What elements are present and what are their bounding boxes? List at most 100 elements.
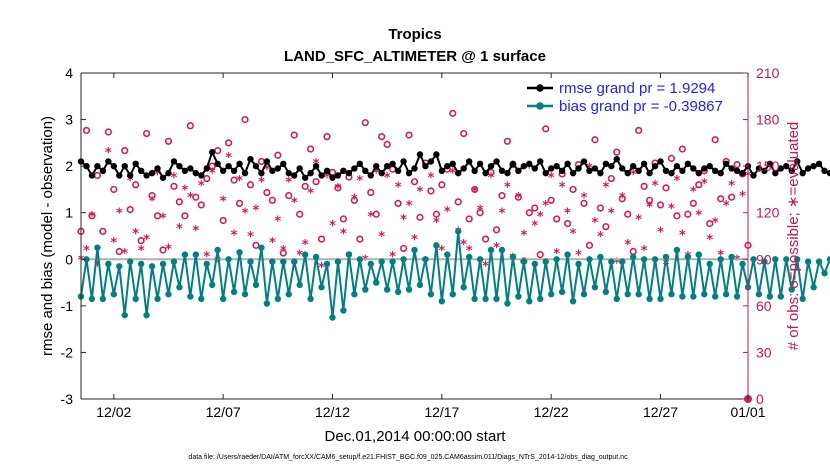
bias-point: [701, 291, 708, 298]
bias-point: [482, 295, 489, 303]
obs-evaluated-point: *: [171, 171, 178, 186]
rmse-point: [509, 160, 517, 168]
bias-point: [465, 253, 473, 261]
obs-possible-point: [317, 235, 326, 243]
obs-evaluated-point: *: [499, 207, 506, 222]
rmse-point: [640, 160, 648, 168]
obs-evaluated-point: *: [706, 233, 713, 248]
obs-possible-point: [531, 204, 539, 212]
bias-point: [176, 284, 183, 291]
bias-point: [154, 295, 161, 303]
bias-point: [411, 246, 418, 254]
bias-point: [619, 258, 626, 265]
bias-point: [684, 253, 692, 261]
rmse-point: [181, 167, 189, 174]
obs-possible-point: [356, 235, 364, 243]
rmse-point: [657, 158, 664, 165]
bias-point: [520, 258, 528, 265]
rmse-point: [733, 167, 741, 174]
rmse-point: [766, 160, 774, 168]
bias-point: [274, 295, 282, 303]
x-tick-label: 01/01: [730, 404, 765, 420]
obs-evaluated-point: *: [559, 180, 566, 195]
legend-rmse-marker: [536, 84, 544, 92]
obs-possible-point: [717, 195, 725, 203]
obs-possible-point: [607, 174, 615, 183]
rmse-point: [444, 162, 451, 170]
bias-point: [575, 260, 582, 268]
rmse-point: [558, 167, 566, 174]
obs-possible-point: [334, 184, 342, 192]
bias-point: [597, 253, 604, 261]
rmse-point: [591, 165, 599, 172]
obs-possible-point: [279, 249, 287, 257]
obs-possible-point: [301, 182, 309, 190]
obs-possible-point: [640, 182, 648, 190]
x-tick-label: 12/12: [315, 404, 350, 420]
right-y-tick-label: 120: [756, 205, 780, 221]
obs-evaluated-point: *: [220, 194, 227, 209]
bias-point: [772, 256, 779, 263]
obs-evaluated-point: *: [630, 168, 637, 183]
rmse-point: [777, 165, 785, 172]
rmse-point: [788, 167, 795, 174]
obs-evaluated-point: *: [242, 207, 249, 222]
bias-point: [537, 295, 544, 303]
legend-bias-label: bias grand pr = -0.39867: [559, 98, 723, 115]
bias-point: [433, 242, 440, 249]
rmse-point: [214, 160, 221, 168]
obs-possible-point: [689, 199, 697, 207]
rmse-point: [373, 162, 380, 170]
obs-evaluated-point: *: [477, 204, 484, 219]
bias-point: [137, 260, 145, 268]
obs-possible-point: [383, 140, 391, 149]
obs-possible-point: [285, 192, 293, 200]
obs-possible-point: [235, 199, 244, 207]
rmse-point: [498, 167, 506, 174]
rmse-point: [613, 155, 620, 163]
obs-evaluated-point: *: [531, 219, 538, 234]
bias-point: [608, 258, 615, 265]
obs-evaluated-point: *: [493, 241, 500, 256]
rmse-point: [345, 169, 353, 177]
bias-point: [509, 253, 517, 261]
obs-evaluated-point: *: [526, 162, 533, 177]
obs-evaluated-point: *: [613, 256, 620, 271]
bias-point: [394, 288, 402, 296]
obs-evaluated-point: *: [723, 199, 730, 214]
rmse-point: [515, 167, 522, 174]
obs-possible-point: [602, 223, 610, 231]
bias-point: [821, 270, 828, 277]
rmse-point: [624, 169, 631, 177]
obs-evaluated-point: *: [608, 207, 615, 222]
obs-possible-point: [192, 193, 200, 201]
rmse-point: [362, 167, 369, 174]
bias-point: [416, 281, 424, 289]
obs-evaluated-point: *: [674, 174, 681, 189]
rmse-point: [673, 162, 681, 170]
bias-point: [99, 295, 107, 303]
obs-possible-point: [454, 198, 462, 206]
rmse-point: [269, 167, 276, 174]
obs-evaluated-point: *: [602, 180, 609, 195]
bias-point: [449, 291, 456, 298]
obs-evaluated-point: *: [176, 222, 183, 237]
bias-point: [586, 256, 593, 263]
rmse-point: [411, 165, 418, 172]
rmse-point: [482, 169, 489, 177]
obs-possible-point: [121, 147, 129, 155]
obs-evaluated-point: *: [105, 146, 112, 161]
obs-possible-point: [153, 212, 162, 220]
left-y-ticks: 4 3 2 1 0 -1 -2 -3: [61, 65, 86, 407]
right-y-ticks: 210 180 150 120 90 60 30 0: [743, 65, 780, 407]
obs-possible-point: [148, 192, 156, 200]
bias-point: [750, 256, 757, 263]
obs-evaluated-point: *: [581, 191, 588, 206]
obs-possible-point: [181, 212, 189, 220]
obs-evaluated-point: *: [449, 166, 456, 181]
obs-evaluated-point: *: [285, 176, 292, 191]
rmse-point: [717, 169, 724, 177]
rmse-point: [629, 162, 637, 170]
bias-point: [804, 258, 812, 265]
